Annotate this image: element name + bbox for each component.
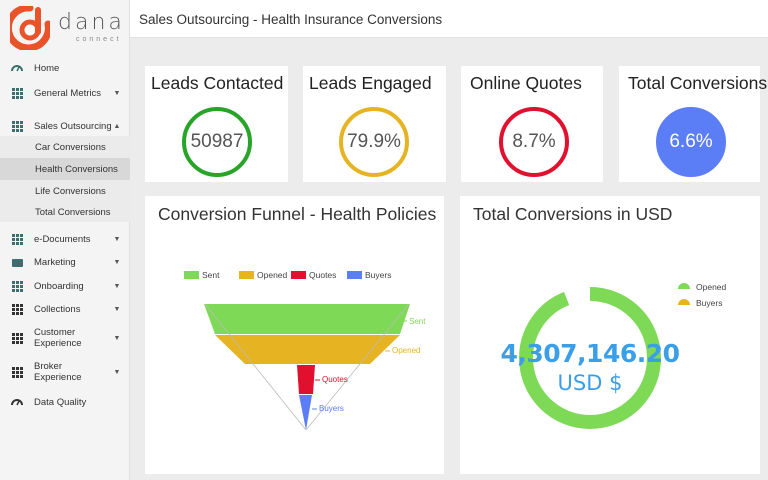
grid-icon	[10, 86, 24, 100]
funnel-segment-buyers[interactable]	[299, 395, 312, 430]
kpi-title: Leads Contacted	[151, 73, 284, 93]
funnel-legend: Sent Opened Quotes Buyers	[145, 270, 444, 282]
kpi-title: Total Conversions	[628, 73, 768, 93]
chevron-down-icon: ▼	[113, 89, 121, 97]
legend-label-quotes[interactable]: Quotes	[309, 270, 337, 280]
sidebar-subitem-car-conversions[interactable]: Car Conversions	[35, 141, 106, 153]
sidebar-item-home[interactable]: Home	[0, 58, 130, 78]
sidebar-item-label: Marketing	[34, 257, 76, 268]
brand-name: dana	[58, 10, 125, 35]
funnel-label-quotes: Quotes	[322, 375, 348, 384]
sidebar-item-label: Onboarding	[34, 280, 84, 292]
kpi-card-leads-contacted: Leads Contacted 50987	[145, 66, 288, 182]
funnel-title: Conversion Funnel - Health Policies	[158, 204, 437, 224]
sidebar-item-label: Collections	[34, 304, 81, 315]
funnel-chart	[204, 303, 410, 431]
grid-icon	[10, 303, 24, 317]
legend-swatch-sent	[184, 271, 199, 279]
kpi-ring-value: 6.6%	[656, 107, 726, 177]
legend-swatch-opened	[239, 271, 254, 279]
legend-label-opened: Opened	[696, 282, 727, 292]
sidebar-item-broker-experience[interactable]: Broker Experience ▼	[0, 355, 130, 389]
dana-logo-icon	[10, 6, 50, 50]
funnel-segment-sent[interactable]	[204, 304, 410, 334]
kpi-ring-value: 8.7%	[499, 107, 569, 177]
usd-amount: 4,307,146.20	[500, 339, 680, 368]
grid-icon	[10, 233, 24, 247]
chevron-down-icon: ▼	[113, 334, 121, 342]
legend-swatch-buyers	[347, 271, 362, 279]
sidebar-item-marketing[interactable]: Marketing ▼	[0, 251, 130, 274]
usd-unit: USD $	[557, 371, 623, 395]
kpi-title: Online Quotes	[470, 73, 582, 93]
funnel-label-opened: Opened	[392, 346, 421, 355]
sidebar-nav: Home General Metrics ▼ Sales Outsourcing…	[0, 58, 130, 415]
sidebar-item-label: Broker Experience	[34, 361, 82, 383]
chevron-down-icon: ▼	[113, 368, 121, 376]
legend-label-buyers[interactable]: Buyers	[365, 270, 392, 280]
grid-icon	[10, 365, 24, 379]
sidebar-item-data-quality[interactable]: Data Quality	[0, 389, 130, 415]
kpi-card-total-conversions: Total Conversions 6.6%	[619, 66, 767, 182]
usd-panel: Total Conversions in USD 4,307,146.20 US…	[460, 196, 760, 474]
funnel-segment-quotes[interactable]	[297, 365, 315, 394]
legend-label-opened[interactable]: Opened	[257, 270, 288, 280]
page-title: Sales Outsourcing - Health Insurance Con…	[139, 12, 443, 27]
legend-swatch-opened	[678, 283, 690, 289]
funnel-label-buyers: Buyers	[319, 404, 344, 413]
sidebar-item-onboarding[interactable]: Onboarding ▼	[0, 274, 130, 298]
kpi-ring-value: 79.9%	[339, 107, 409, 177]
monitor-icon	[10, 256, 24, 270]
funnel-panel: Conversion Funnel - Health Policies Sent…	[145, 196, 444, 474]
sidebar-item-e-documents[interactable]: e-Documents ▼	[0, 228, 130, 251]
page-header: Sales Outsourcing - Health Insurance Con…	[130, 0, 768, 38]
legend-label-sent[interactable]: Sent	[202, 270, 220, 280]
sidebar-item-customer-experience[interactable]: Customer Experience ▼	[0, 321, 130, 355]
kpi-title: Leads Engaged	[309, 73, 432, 93]
sidebar-item-label: General Metrics	[34, 87, 102, 99]
sidebar-item-label: Sales Outsourcing	[34, 120, 112, 132]
funnel-label-sent: Sent	[409, 317, 426, 326]
grid-icon	[10, 331, 24, 345]
sidebar-item-label: e-Documents	[34, 234, 91, 245]
chevron-down-icon: ▼	[113, 259, 121, 266]
grid-icon	[10, 279, 24, 293]
sidebar-item-label: Home	[34, 62, 60, 74]
brand-sub: connect	[76, 36, 122, 43]
sales-submenu: Car Conversions Health Conversions Life …	[0, 136, 130, 222]
usd-donut-chart	[519, 287, 661, 429]
sidebar-item-label: Customer Experience	[34, 327, 82, 349]
kpi-ring-value: 50987	[182, 107, 252, 177]
kpi-card-online-quotes: Online Quotes 8.7%	[461, 66, 603, 182]
speedometer-icon	[10, 395, 24, 409]
legend-swatch-buyers	[678, 299, 690, 305]
chevron-down-icon: ▼	[113, 236, 121, 243]
sidebar-subitem-life-conversions[interactable]: Life Conversions	[35, 185, 106, 197]
legend-label-buyers: Buyers	[696, 298, 723, 308]
donut-segment-opened[interactable]	[519, 287, 661, 429]
sidebar-subitem-health-conversions[interactable]: Health Conversions	[0, 158, 130, 180]
speedometer-icon	[10, 61, 24, 75]
sidebar-item-collections[interactable]: Collections ▼	[0, 298, 130, 321]
funnel-segment-opened[interactable]	[215, 335, 400, 364]
brand-logo[interactable]: dana connect	[6, 4, 126, 52]
chevron-down-icon: ▼	[113, 306, 121, 313]
sidebar-item-sales-outsourcing[interactable]: Sales Outsourcing ▲	[0, 116, 130, 136]
sidebar-item-general-metrics[interactable]: General Metrics ▼	[0, 78, 130, 108]
chevron-down-icon: ▼	[113, 282, 121, 290]
sidebar: dana connect Home General Metrics ▼ Sale…	[0, 0, 130, 480]
sidebar-subitem-total-conversions[interactable]: Total Conversions	[35, 206, 111, 218]
grid-icon	[10, 119, 24, 133]
chevron-up-icon: ▲	[113, 122, 121, 130]
kpi-card-leads-engaged: Leads Engaged 79.9%	[303, 66, 446, 182]
usd-title: Total Conversions in USD	[473, 204, 673, 224]
legend-swatch-quotes	[291, 271, 306, 279]
sidebar-item-label: Data Quality	[34, 396, 87, 408]
